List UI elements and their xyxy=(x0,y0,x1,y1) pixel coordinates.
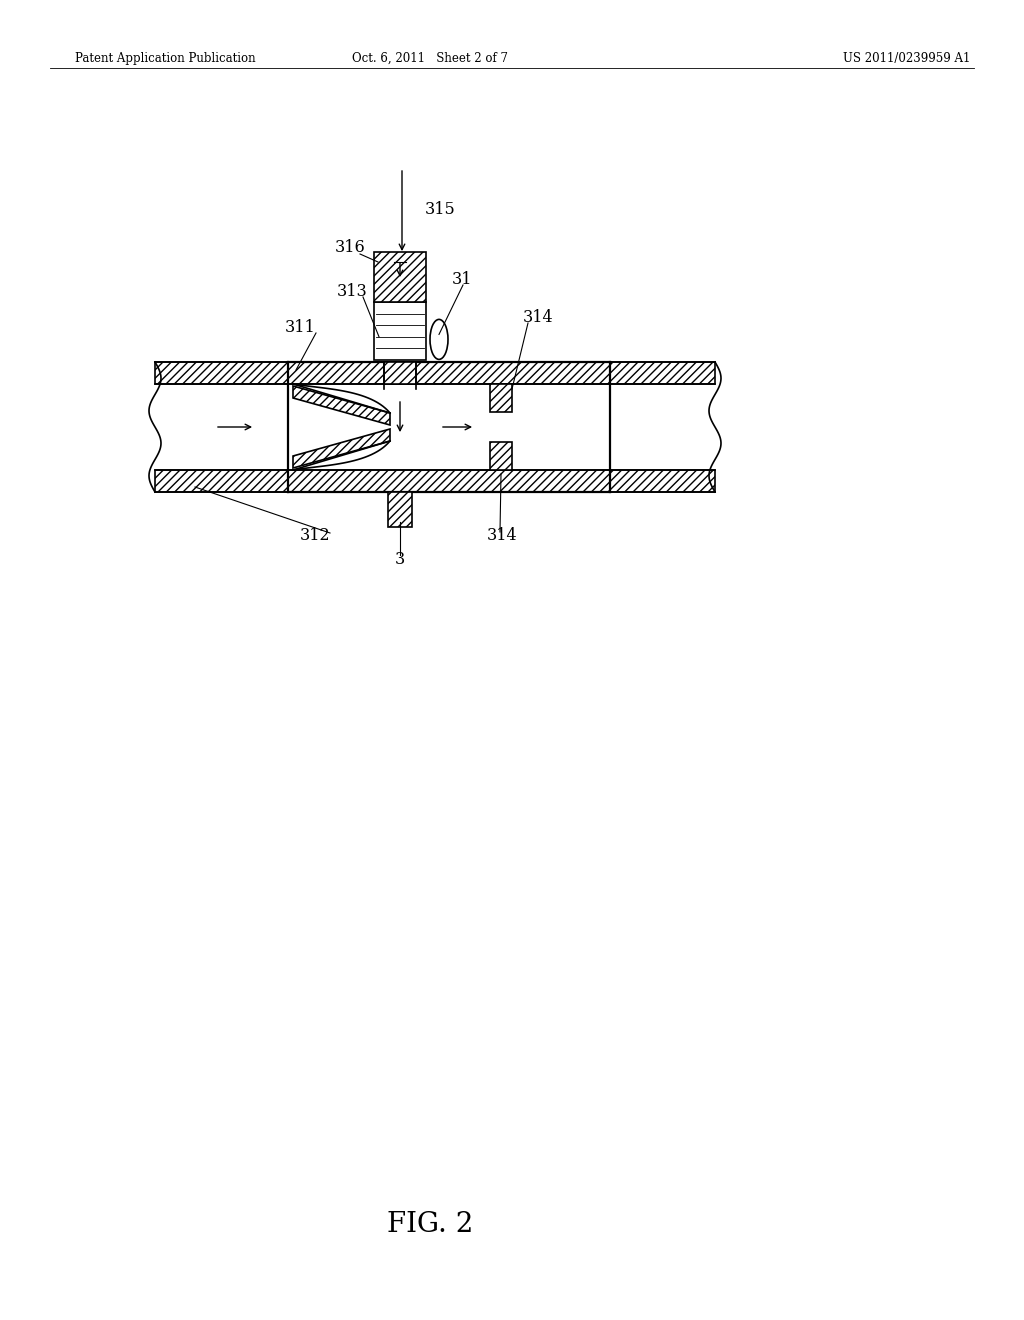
Text: 313: 313 xyxy=(337,284,368,301)
Polygon shape xyxy=(155,470,288,492)
Polygon shape xyxy=(293,385,390,425)
Polygon shape xyxy=(610,362,715,384)
Text: 31: 31 xyxy=(452,272,472,289)
Text: Patent Application Publication: Patent Application Publication xyxy=(75,51,256,65)
Text: 3: 3 xyxy=(395,552,406,569)
Polygon shape xyxy=(388,492,412,527)
Text: 316: 316 xyxy=(335,239,366,256)
Text: 314: 314 xyxy=(522,309,553,326)
Polygon shape xyxy=(293,429,390,469)
Polygon shape xyxy=(610,470,715,492)
Ellipse shape xyxy=(430,319,449,359)
Polygon shape xyxy=(384,362,416,384)
Text: US 2011/0239959 A1: US 2011/0239959 A1 xyxy=(843,51,970,65)
Polygon shape xyxy=(374,252,426,302)
Polygon shape xyxy=(490,442,512,470)
Polygon shape xyxy=(155,362,288,384)
Text: Oct. 6, 2011   Sheet 2 of 7: Oct. 6, 2011 Sheet 2 of 7 xyxy=(352,51,508,65)
Text: 311: 311 xyxy=(285,319,315,337)
Text: 314: 314 xyxy=(486,527,517,544)
Bar xyxy=(374,302,426,360)
Polygon shape xyxy=(288,362,610,384)
Text: 312: 312 xyxy=(300,527,331,544)
Text: 315: 315 xyxy=(425,202,456,219)
Polygon shape xyxy=(490,384,512,412)
Polygon shape xyxy=(288,470,610,492)
Text: FIG. 2: FIG. 2 xyxy=(387,1212,473,1238)
